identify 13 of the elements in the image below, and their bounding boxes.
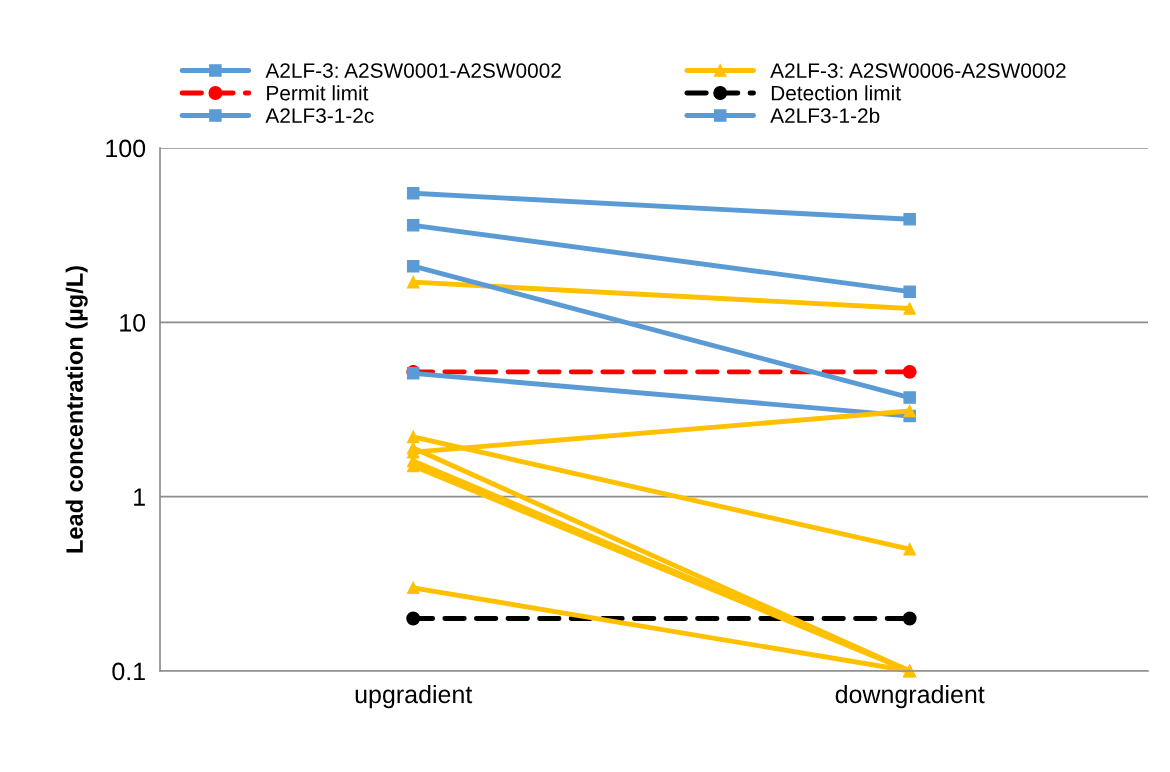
x-tick-label: upgradient: [355, 684, 473, 709]
legend-label: A2LF3-1-2b: [770, 107, 880, 124]
legend-label: A2LF-3: A2SW0001-A2SW0002: [265, 63, 561, 78]
y-tick-label: 10: [120, 313, 146, 332]
y-tick-label: 0.1: [112, 662, 145, 681]
x-tick-label: downgradient: [835, 684, 985, 709]
y-tick-label: 1: [134, 488, 145, 506]
y-axis-title: Lead concentration (µg/L): [65, 266, 88, 553]
legend-label: Permit limit: [267, 85, 369, 101]
y-tick-label: 100: [106, 139, 146, 158]
legend-label: A2LF-3: A2SW0006-A2SW0002: [770, 63, 1066, 78]
legend-label: Detection limit: [771, 85, 901, 101]
legend-label: A2LF3-1-2c: [265, 108, 374, 124]
